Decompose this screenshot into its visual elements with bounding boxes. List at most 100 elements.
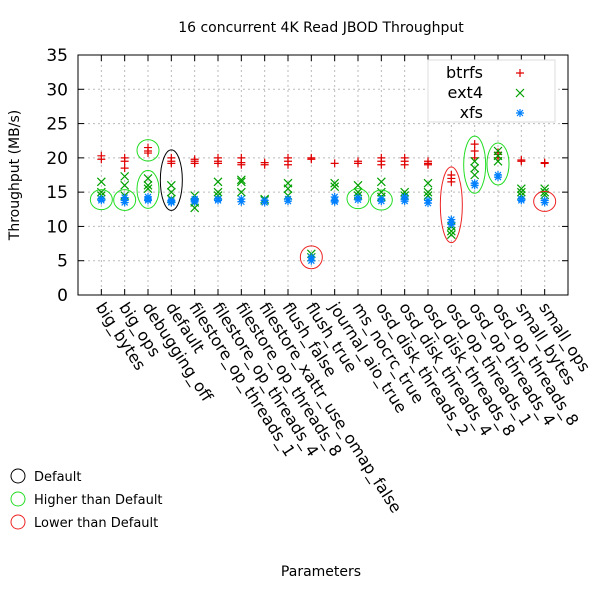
data-point — [166, 180, 176, 190]
data-point — [493, 156, 503, 166]
plot-frame — [77, 54, 569, 296]
data-point — [424, 199, 432, 208]
data-point — [260, 198, 269, 207]
data-point — [330, 159, 339, 168]
data-point — [423, 178, 433, 188]
data-point — [447, 220, 456, 229]
data-point — [376, 177, 386, 187]
annotation-circle — [136, 139, 160, 162]
y-tick-label: 10 — [46, 217, 68, 237]
data-point — [284, 160, 292, 169]
chart-title: 16 concurrent 4K Read JBOD Throughput — [178, 20, 464, 36]
data-point — [470, 140, 479, 149]
data-point — [283, 184, 293, 194]
data-point — [330, 197, 339, 206]
data-point — [120, 180, 130, 190]
legend-label: btrfs — [446, 63, 483, 82]
data-point — [516, 187, 526, 197]
data-point — [424, 160, 432, 169]
data-point — [260, 160, 269, 169]
data-point — [236, 187, 246, 197]
data-point — [517, 196, 526, 205]
data-point — [190, 197, 199, 206]
data-point — [190, 159, 199, 168]
data-point — [166, 187, 176, 197]
circle-legend-marker — [10, 514, 26, 530]
annotation-circle — [463, 135, 487, 194]
data-point — [377, 197, 386, 206]
legend-marker — [516, 69, 524, 77]
data-point — [120, 171, 130, 181]
legend-label: ext4 — [448, 83, 483, 102]
data-point — [377, 160, 386, 169]
data-point — [354, 159, 362, 168]
data-point — [516, 184, 526, 194]
data-point — [143, 184, 153, 194]
data-point — [167, 159, 176, 168]
y-tick-label: 20 — [46, 149, 68, 169]
data-point — [96, 177, 106, 187]
data-point — [307, 256, 316, 265]
legend-box — [427, 59, 556, 123]
circle-legend-label: Lower than Default — [34, 516, 158, 531]
circle-legend-label: Default — [34, 470, 82, 485]
annotation-circle — [136, 169, 160, 209]
y-tick-label: 5 — [57, 252, 68, 272]
data-point — [470, 156, 480, 166]
annotation-circle — [439, 166, 463, 244]
data-point — [354, 195, 362, 204]
data-point — [97, 155, 106, 164]
data-point — [353, 180, 363, 190]
legend-marker — [515, 88, 525, 98]
circle-legend-marker — [10, 468, 26, 484]
annotation-circle — [113, 189, 137, 211]
annotation-circle — [159, 149, 183, 211]
y-tick-label: 15 — [46, 183, 68, 203]
data-point — [143, 180, 153, 190]
legend-label: xfs — [460, 103, 483, 122]
y-tick-label: 0 — [57, 286, 68, 306]
data-point — [446, 226, 456, 236]
data-point — [144, 196, 152, 205]
data-point — [236, 177, 246, 187]
annotation-circle — [299, 245, 323, 270]
x-axis-title: Parameters — [281, 564, 361, 580]
data-point — [400, 197, 409, 206]
data-point — [470, 181, 479, 190]
data-point — [540, 198, 549, 207]
annotation-circle — [346, 188, 370, 210]
annotation-circle — [89, 189, 113, 211]
data-point — [446, 230, 456, 240]
data-point — [494, 173, 502, 182]
data-point — [144, 149, 152, 158]
data-point — [470, 170, 480, 180]
legend-marker — [516, 109, 524, 117]
data-point — [237, 197, 246, 206]
data-point — [307, 155, 316, 164]
data-point — [214, 159, 222, 168]
annotation-circle — [486, 142, 510, 186]
data-point — [447, 177, 456, 186]
data-point — [540, 187, 550, 197]
data-point — [423, 187, 433, 197]
annotation-circle — [369, 189, 393, 211]
data-point — [213, 187, 223, 197]
data-point — [143, 174, 153, 183]
circle-legend-marker — [10, 491, 26, 507]
data-point — [236, 175, 246, 185]
circle-legend-label: Higher than Default — [34, 493, 163, 508]
data-point — [540, 159, 549, 168]
data-point — [330, 178, 340, 188]
data-point — [167, 197, 176, 206]
y-axis-title: Throughput (MB/s) — [7, 110, 23, 241]
data-point — [330, 182, 340, 192]
annotation-circle — [533, 190, 557, 212]
data-point — [190, 203, 200, 213]
data-point — [237, 160, 246, 169]
data-point — [120, 198, 129, 207]
y-tick-label: 30 — [46, 80, 68, 100]
data-point — [120, 164, 129, 173]
data-point — [400, 160, 409, 169]
data-point — [517, 157, 526, 166]
